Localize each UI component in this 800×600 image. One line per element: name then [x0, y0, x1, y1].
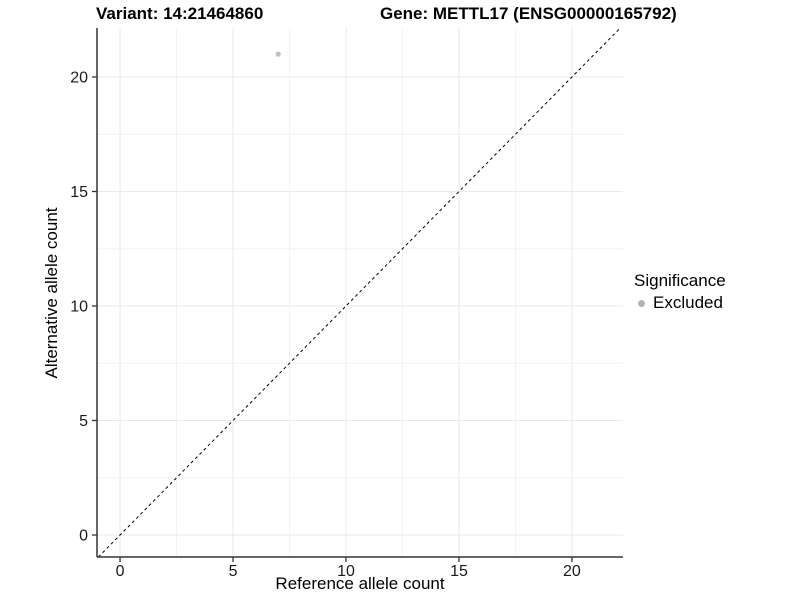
x-tick-label: 10 [337, 563, 355, 580]
y-axis-title: Alternative allele count [42, 207, 61, 379]
plot-title-variant: Variant: 14:21464860 [96, 4, 264, 23]
y-tick-label: 5 [79, 413, 88, 430]
x-tick-label: 0 [116, 563, 125, 580]
data-point [275, 51, 281, 57]
x-tick-label: 5 [229, 563, 238, 580]
legend-title: Significance [634, 271, 726, 290]
plot-title-gene: Gene: METTL17 (ENSG00000165792) [380, 4, 677, 23]
y-tick-label: 15 [70, 184, 88, 201]
y-tick-label: 10 [70, 299, 88, 316]
y-tick-label: 20 [70, 70, 88, 87]
y-tick-label: 0 [79, 528, 88, 545]
legend: Significance Excluded [634, 271, 726, 313]
legend-item-label: Excluded [653, 293, 723, 312]
legend-item-excluded: Excluded [638, 293, 726, 313]
x-axis-title: Reference allele count [275, 574, 445, 593]
x-tick-label: 20 [563, 563, 581, 580]
x-tick-label: 15 [450, 563, 468, 580]
legend-circle-marker-icon [638, 299, 645, 307]
identity-dashed-line [97, 27, 621, 558]
